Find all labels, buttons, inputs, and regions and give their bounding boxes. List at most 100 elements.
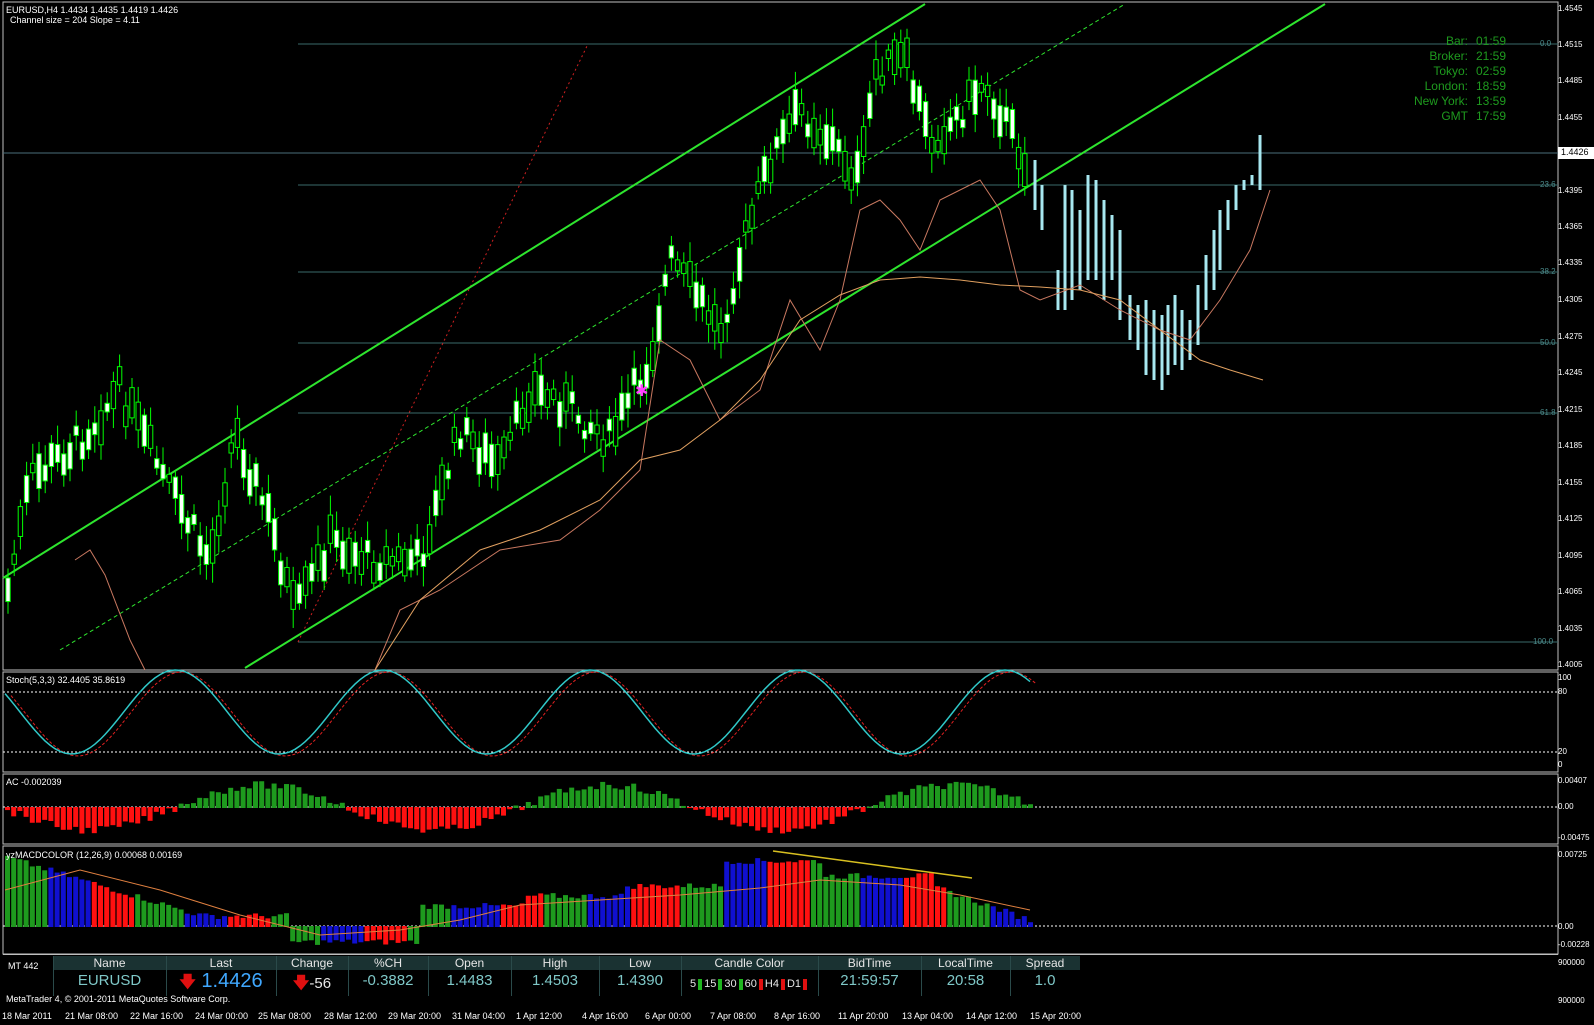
macd-bar [532, 895, 537, 927]
ac-bar [959, 782, 965, 808]
price-candles [5, 28, 1028, 628]
ticker-cell [681, 956, 819, 996]
macd-bar [606, 898, 612, 927]
macd-bar [302, 926, 308, 941]
macd-bar [377, 926, 382, 940]
ticker-cell [921, 956, 1011, 996]
ac-bar [550, 792, 556, 808]
ac-bar [197, 797, 203, 808]
ac-bar [141, 807, 147, 817]
ac-bar [594, 789, 599, 808]
candle-body [594, 424, 600, 435]
macd-bar [234, 915, 240, 927]
macd-bar [767, 861, 773, 927]
candle-body [135, 401, 141, 431]
ticker-spread: 1.0 [1034, 972, 1056, 989]
candle-body [668, 245, 675, 259]
price-axis-label: 1.4005 [1558, 660, 1583, 669]
ac-bar [153, 807, 159, 812]
time-axis-label: 28 Mar 12:00 [324, 1011, 378, 1021]
ac-axis-bottom: -0.00475 [1558, 833, 1590, 842]
candle-body [699, 284, 706, 308]
ac-bar [54, 807, 60, 828]
price-axis-label: 1.4125 [1558, 514, 1583, 523]
price-axis-label: 1.4035 [1558, 624, 1583, 633]
candle-body [544, 389, 551, 408]
candle-body [36, 453, 42, 490]
candle-body [637, 379, 644, 395]
macd-bar [854, 873, 860, 927]
ticker-header-last: Last [166, 956, 276, 970]
candle-body [997, 105, 1003, 138]
candle-body [922, 101, 929, 138]
candle-body [154, 458, 160, 469]
macd-bar [618, 893, 624, 927]
ac-title: AC -0.002039 [6, 777, 62, 787]
ac-bar [191, 803, 196, 808]
ac-bar [110, 807, 116, 826]
ac-axis-top: 0.00407 [1558, 776, 1587, 785]
candle-body [315, 544, 321, 571]
candle-body [563, 382, 569, 412]
candle-body [873, 59, 879, 80]
ac-bar [842, 807, 847, 817]
fibonacci-lines [3, 43, 1558, 643]
macd-bar [395, 926, 401, 943]
ac-bar [488, 807, 494, 820]
candle-body [526, 391, 532, 423]
price-axis-label: 1.4545 [1558, 4, 1583, 13]
ac-bar [346, 807, 351, 811]
candle-tf: 30 [724, 978, 744, 990]
macd-bar [48, 867, 54, 927]
ac-bar [718, 807, 723, 821]
ac-bar [296, 787, 302, 808]
ac-bar [730, 807, 736, 825]
macd-bar [538, 893, 544, 927]
macd-bar [823, 876, 829, 927]
ac-bar [904, 795, 909, 808]
ac-bar [234, 790, 240, 808]
candle-body [947, 116, 954, 132]
macd-bar [153, 903, 159, 927]
ac-bar [209, 791, 215, 808]
macd-bar [860, 878, 866, 927]
ac-bar [67, 807, 72, 830]
candle-body [79, 441, 86, 460]
candle-body [501, 436, 507, 459]
ac-bar [854, 807, 860, 810]
candle-body [476, 447, 482, 475]
stoch-signal-line [10, 671, 1037, 757]
ac-bar [773, 807, 779, 828]
macd-bar [259, 916, 265, 927]
ac-bar [339, 802, 345, 808]
candle-body [172, 476, 179, 499]
macd-bar [265, 918, 271, 927]
ac-bar [463, 807, 469, 829]
candle-body [960, 118, 966, 129]
macd-bar [135, 894, 141, 927]
candle-body [774, 136, 780, 149]
ticker-header-bidtime: BidTime [818, 956, 921, 970]
candle-body [581, 429, 588, 440]
ac-bar [966, 782, 971, 808]
candle-body [110, 380, 117, 410]
candle-body [550, 388, 557, 401]
candle-body [532, 371, 538, 406]
candle-body [17, 506, 24, 537]
ac-bar [401, 807, 407, 828]
ticker-bidtime: 21:59:57 [840, 972, 899, 989]
ac-bar [544, 795, 550, 808]
ac-bar [73, 807, 79, 827]
clock-row: Broker: 21:59 [1429, 49, 1507, 63]
candle-body [439, 464, 445, 501]
macd-bar [228, 916, 234, 927]
ac-bar [246, 788, 252, 808]
time-axis-label: 1 Apr 12:00 [516, 1011, 563, 1021]
candle-body [767, 158, 774, 184]
candle-body [867, 92, 873, 120]
ac-bar [916, 785, 922, 808]
macd-bar [178, 909, 184, 927]
macd-bar [984, 903, 990, 927]
macd-bar [85, 880, 91, 927]
